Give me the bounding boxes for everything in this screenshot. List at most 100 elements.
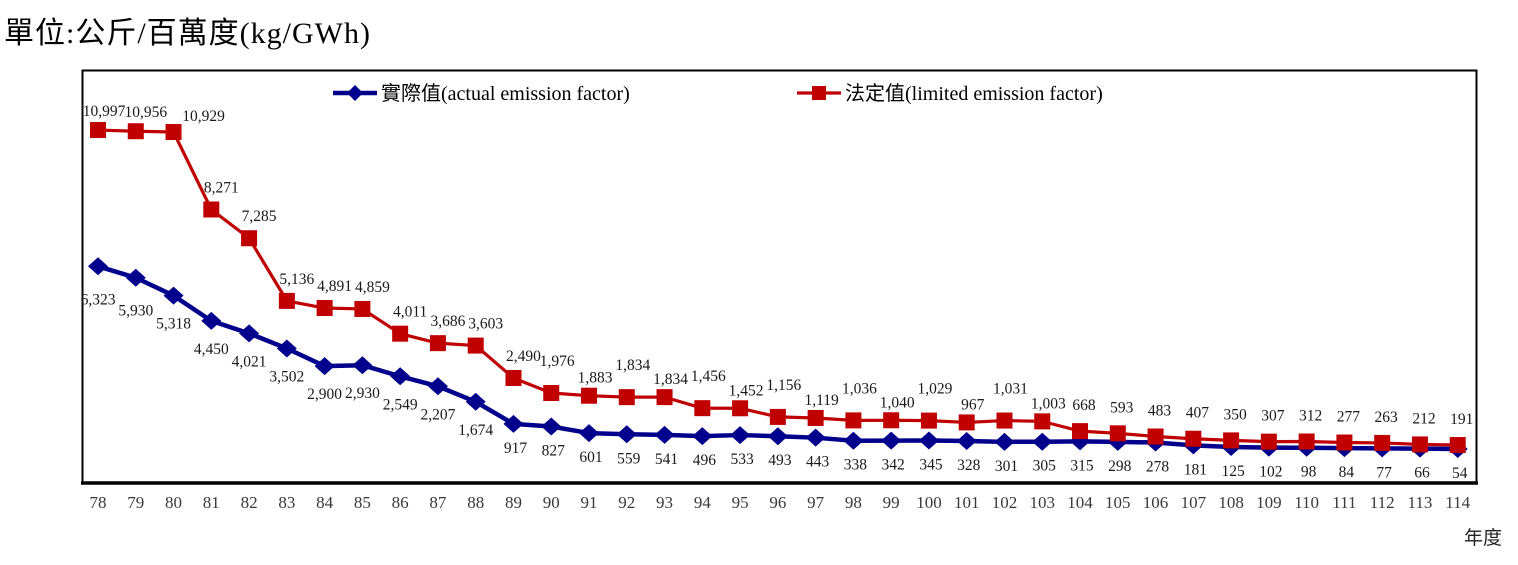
limited-value-label: 1,452 xyxy=(729,382,764,399)
actual-value-label: 2,207 xyxy=(420,406,455,423)
x-axis-title: 年度 xyxy=(1464,527,1502,549)
limited-marker xyxy=(694,400,711,417)
actual-value-label: 2,549 xyxy=(383,396,418,413)
limited-value-label: 407 xyxy=(1186,405,1210,422)
x-axis-tick-label: 99 xyxy=(883,493,900,512)
limited-value-label: 191 xyxy=(1450,411,1473,428)
limited-marker xyxy=(429,335,446,352)
limited-marker xyxy=(656,389,673,406)
limited-marker xyxy=(505,370,522,387)
actual-value-label: 342 xyxy=(882,457,905,474)
actual-marker xyxy=(201,311,222,330)
limited-marker xyxy=(1147,428,1164,445)
actual-value-label: 5,930 xyxy=(118,303,153,320)
actual-value-label: 345 xyxy=(919,457,943,474)
actual-value-label: 4,450 xyxy=(194,341,229,358)
x-axis-tick-label: 81 xyxy=(203,493,220,512)
limited-marker xyxy=(883,412,900,429)
x-axis-tick-label: 94 xyxy=(694,493,712,512)
actual-value-label: 315 xyxy=(1070,457,1094,474)
limited-marker xyxy=(1109,425,1126,442)
limited-marker xyxy=(1336,434,1353,451)
x-axis-tick-label: 113 xyxy=(1408,493,1433,512)
actual-marker xyxy=(654,425,675,444)
limited-marker xyxy=(1185,430,1202,447)
actual-marker xyxy=(314,357,335,376)
x-axis-tick-label: 109 xyxy=(1256,493,1282,512)
actual-value-label: 601 xyxy=(579,449,602,466)
x-axis-tick-label: 111 xyxy=(1332,493,1356,512)
limited-marker xyxy=(165,124,182,141)
limited-value-label: 1,119 xyxy=(804,392,839,409)
actual-value-label: 338 xyxy=(844,457,868,474)
actual-marker xyxy=(352,356,373,375)
limited-value-label: 1,976 xyxy=(540,353,575,370)
limited-value-label: 1,003 xyxy=(1031,395,1066,412)
limited-marker xyxy=(920,412,937,429)
x-axis-tick-label: 79 xyxy=(127,493,144,512)
actual-value-label: 4,021 xyxy=(232,353,267,370)
actual-marker xyxy=(730,426,751,445)
limited-value-label: 1,029 xyxy=(918,381,953,398)
x-axis-tick-label: 106 xyxy=(1143,493,1169,512)
actual-marker xyxy=(541,417,562,436)
actual-marker xyxy=(125,268,146,287)
limited-marker xyxy=(316,300,333,317)
limited-value-label: 5,136 xyxy=(279,271,314,288)
actual-value-label: 328 xyxy=(957,457,981,474)
x-axis-tick-label: 83 xyxy=(278,493,295,512)
limited-marker xyxy=(1072,423,1089,440)
limited-marker xyxy=(1223,432,1240,449)
limited-marker xyxy=(127,123,144,140)
actual-marker xyxy=(163,286,184,305)
x-axis-tick-label: 85 xyxy=(354,493,371,512)
x-axis-tick-label: 82 xyxy=(241,493,258,512)
limited-marker xyxy=(618,389,635,406)
legend-limited-label: 法定值(limited emission factor) xyxy=(845,82,1103,105)
actual-value-label: 496 xyxy=(693,452,717,469)
limited-value-label: 4,011 xyxy=(393,304,427,321)
limited-value-label: 3,686 xyxy=(430,313,465,330)
x-axis-tick-label: 93 xyxy=(656,493,673,512)
actual-value-label: 2,900 xyxy=(307,386,342,403)
limited-value-label: 593 xyxy=(1110,399,1134,416)
actual-value-label: 54 xyxy=(1452,465,1468,482)
legend-limited: 法定值(limited emission factor) xyxy=(797,82,1103,105)
limited-value-label: 483 xyxy=(1148,403,1172,420)
actual-marker xyxy=(503,414,524,433)
x-axis-tick-label: 110 xyxy=(1294,493,1319,512)
limited-value-label: 1,834 xyxy=(653,371,688,388)
limited-marker xyxy=(1411,436,1428,453)
legend-actual: 實際值(actual emission factor) xyxy=(333,82,630,105)
limited-marker xyxy=(1449,437,1466,454)
actual-value-label: 3,502 xyxy=(269,369,304,386)
actual-marker xyxy=(465,392,486,411)
limited-value-label: 4,859 xyxy=(355,279,390,296)
actual-marker xyxy=(239,324,260,343)
legend-actual-label: 實際值(actual emission factor) xyxy=(381,82,630,105)
limited-value-label: 312 xyxy=(1299,408,1322,425)
limited-marker xyxy=(732,400,749,417)
limited-value-label: 1,834 xyxy=(615,357,650,374)
limited-value-label: 277 xyxy=(1337,409,1361,426)
actual-value-label: 125 xyxy=(1221,463,1245,480)
limited-value-label: 8,271 xyxy=(204,180,239,197)
limited-marker xyxy=(1374,434,1391,451)
actual-marker xyxy=(1032,432,1053,451)
limited-value-label: 1,040 xyxy=(880,394,915,411)
actual-value-label: 301 xyxy=(995,458,1018,475)
limited-value-label: 1,883 xyxy=(578,370,613,387)
x-axis-tick-label: 80 xyxy=(165,493,182,512)
actual-value-label: 827 xyxy=(542,442,566,459)
x-axis-tick-label: 86 xyxy=(392,493,409,512)
limited-value-label: 350 xyxy=(1223,406,1247,423)
limited-value-label: 1,031 xyxy=(993,381,1028,398)
limited-marker xyxy=(996,412,1013,429)
x-axis-tick-label: 91 xyxy=(581,493,598,512)
actual-marker xyxy=(918,431,939,450)
actual-value-label: 917 xyxy=(504,440,528,457)
x-axis-tick-label: 107 xyxy=(1181,493,1207,512)
actual-marker xyxy=(88,257,108,276)
